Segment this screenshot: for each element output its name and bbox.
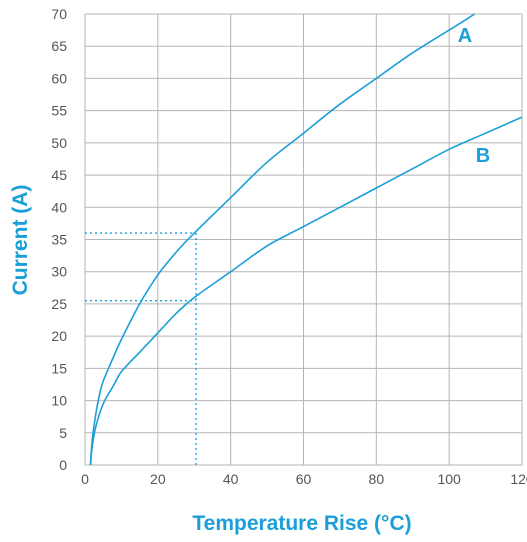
x-tick-label: 60 (296, 471, 312, 487)
reference-lines (85, 232, 197, 465)
y-tick-label: 10 (51, 393, 67, 409)
x-tick-label: 0 (81, 471, 89, 487)
y-tick-label: 50 (51, 135, 67, 151)
x-axis-title: Temperature Rise (°C) (192, 512, 411, 535)
y-tick-label: 70 (51, 6, 67, 22)
series-label-a: A (458, 25, 472, 47)
series-label-b: B (476, 145, 490, 167)
x-tick-label: 20 (150, 471, 166, 487)
x-tick-label: 80 (369, 471, 385, 487)
y-tick-label: 35 (51, 232, 67, 248)
y-tick-label: 5 (59, 425, 67, 441)
y-tick-label: 65 (51, 38, 67, 54)
y-tick-labels: 0 5 10 15 20 25 30 35 40 45 50 55 60 65 70 (51, 6, 67, 473)
series-labels: AB (458, 25, 490, 167)
y-tick-label: 60 (51, 70, 67, 86)
y-tick-label: 20 (51, 328, 67, 344)
x-tick-label: 40 (223, 471, 239, 487)
x-tick-labels: 0 20 40 60 80 100 120 (81, 471, 527, 487)
series-line-a (89, 13, 476, 466)
x-tick-label: 120 (510, 471, 527, 487)
series-line-b (89, 116, 523, 466)
y-tick-label: 40 (51, 199, 67, 215)
y-axis-title: Current (A) (9, 185, 32, 296)
y-tick-label: 30 (51, 264, 67, 280)
y-tick-label: 25 (51, 296, 67, 312)
y-tick-label: 15 (51, 360, 67, 376)
x-tick-label: 100 (437, 471, 461, 487)
grid (84, 13, 523, 466)
series-lines (89, 13, 523, 466)
y-tick-label: 55 (51, 103, 67, 119)
y-tick-label: 45 (51, 167, 67, 183)
y-tick-label: 0 (59, 457, 67, 473)
